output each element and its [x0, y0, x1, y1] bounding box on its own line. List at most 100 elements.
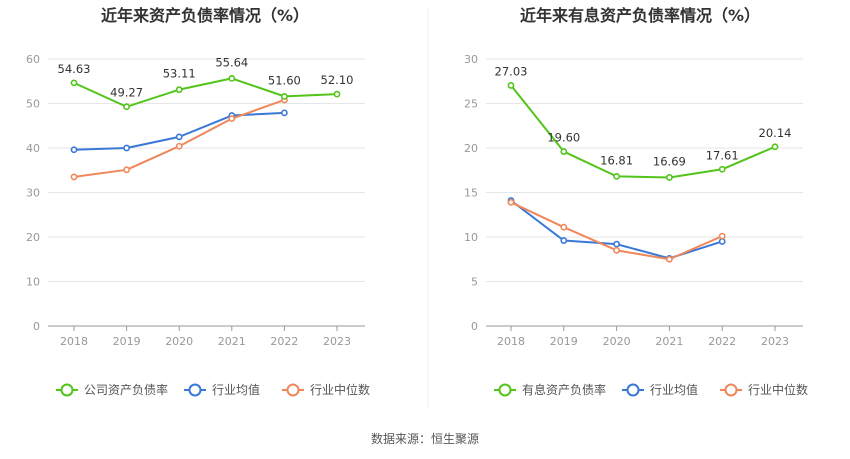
y-tick-label: 50 [26, 98, 40, 111]
x-tick-label: 2019 [113, 335, 141, 348]
x-tick-label: 2021 [655, 335, 683, 348]
data-point [560, 237, 568, 244]
y-tick-label: 30 [26, 187, 40, 200]
x-tick-label: 2022 [708, 335, 736, 348]
legend-marker [498, 383, 512, 397]
y-tick-label: 10 [26, 276, 40, 289]
chart-right-grid [486, 58, 803, 282]
y-tick-label: 10 [464, 231, 478, 244]
y-tick-label: 40 [26, 142, 40, 155]
legend-label: 行业中位数 [748, 382, 808, 397]
x-tick-label: 2020 [165, 335, 193, 348]
data-point [666, 255, 673, 263]
y-tick-label: 60 [26, 53, 40, 66]
data-point [718, 165, 726, 173]
y-tick-label: 20 [464, 142, 478, 155]
data-source-note: 数据来源：恒生聚源 [371, 431, 479, 446]
x-tick-label: 2020 [603, 335, 631, 348]
legend-marker [60, 383, 74, 397]
data-label: 53.11 [163, 67, 196, 81]
data-point [666, 174, 673, 181]
data-point [123, 166, 130, 174]
data-point [507, 198, 515, 206]
data-point [507, 82, 515, 89]
data-point [228, 75, 236, 82]
data-point [718, 232, 726, 240]
chart-right-title: 近年来有息资产负债率情况（%） [520, 6, 760, 25]
data-point [70, 173, 78, 181]
legend-label: 行业中位数 [310, 382, 370, 397]
chart-right-xticks: 2018 2019 2020 2021 2022 2023 [497, 335, 789, 348]
legend-label: 行业均值 [650, 382, 698, 397]
chart-left-legend[interactable]: 公司资产负债率 行业均值 行业中位数 [56, 382, 370, 397]
x-tick-label: 2019 [550, 335, 578, 348]
data-point [560, 148, 568, 155]
y-tick-label: 5 [471, 276, 478, 289]
data-point [613, 246, 620, 254]
legend-label: 有息资产负债率 [522, 382, 606, 397]
data-label: 20.14 [759, 126, 792, 140]
legend-item[interactable]: 有息资产负债率 [494, 382, 606, 397]
data-point [771, 143, 779, 151]
chart-left-labels: 54.63 49.27 53.11 55.64 51.60 52.10 [58, 55, 354, 99]
series-line [73, 77, 338, 108]
x-tick-label: 2021 [218, 335, 246, 348]
x-tick-label: 2023 [761, 335, 789, 348]
data-point [613, 240, 620, 248]
y-tick-label: 0 [471, 320, 478, 333]
data-point [175, 133, 183, 141]
legend-marker [286, 383, 300, 397]
series-line [510, 84, 776, 179]
y-tick-label: 0 [33, 320, 40, 333]
y-tick-label: 25 [464, 98, 478, 111]
x-tick-label: 2018 [497, 335, 525, 348]
x-tick-label: 2022 [270, 335, 298, 348]
chart-left-xaxis [48, 325, 365, 331]
chart-left-yticks: 0 10 20 30 40 50 60 [26, 53, 40, 333]
chart-right-yticks: 0 5 10 15 20 25 30 [464, 53, 478, 333]
legend-label: 行业均值 [212, 382, 260, 397]
y-tick-label: 20 [26, 231, 40, 244]
legend-item[interactable]: 行业均值 [184, 382, 260, 397]
chart-right-labels: 27.03 19.60 16.81 16.69 17.61 20.14 [495, 64, 792, 168]
legend-item[interactable]: 行业中位数 [282, 382, 370, 397]
x-tick-label: 2018 [60, 335, 88, 348]
data-label: 16.69 [653, 154, 686, 168]
chart-left-series [70, 75, 341, 181]
data-point [70, 146, 78, 154]
data-point [560, 223, 568, 231]
legend-marker [188, 383, 202, 397]
data-label: 51.60 [268, 73, 301, 87]
data-point [175, 142, 183, 150]
chart-right: 近年来有息资产负债率情况（%） 0 5 10 15 20 25 30 2018 2019 202… [464, 6, 808, 397]
legend-marker [724, 383, 738, 397]
chart-right-xaxis [486, 325, 803, 331]
chart-left: 近年来资产负债率情况（%） 0 10 20 30 40 50 60 2018 2019 2020… [26, 6, 370, 397]
chart-right-legend[interactable]: 有息资产负债率 行业均值 行业中位数 [494, 382, 808, 397]
data-label: 27.03 [495, 64, 528, 78]
data-label: 49.27 [110, 86, 143, 100]
data-point [123, 103, 130, 111]
legend-item[interactable]: 行业均值 [622, 382, 698, 397]
y-tick-label: 30 [464, 53, 478, 66]
legend-item[interactable]: 行业中位数 [720, 382, 808, 397]
y-tick-label: 15 [464, 187, 478, 200]
data-label: 55.64 [215, 55, 248, 69]
data-point [280, 92, 288, 100]
data-label: 54.63 [58, 62, 91, 76]
data-point [70, 79, 78, 87]
data-point [228, 115, 236, 123]
legend-item[interactable]: 公司资产负债率 [56, 382, 168, 397]
data-point [333, 90, 341, 98]
chart-left-xticks: 2018 2019 2020 2021 2022 2023 [60, 335, 351, 348]
data-point [175, 86, 183, 94]
chart-right-series [507, 82, 779, 263]
data-point [123, 144, 130, 152]
data-label: 19.60 [547, 131, 580, 145]
legend-label: 公司资产负债率 [84, 382, 168, 397]
data-point [718, 238, 726, 245]
data-label: 52.10 [321, 73, 354, 87]
data-point [280, 109, 288, 117]
data-label: 16.81 [600, 153, 633, 167]
